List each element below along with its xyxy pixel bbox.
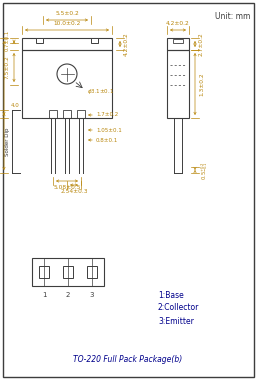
Bar	[167, 50, 189, 118]
Bar	[63, 266, 73, 278]
Text: 1:Base: 1:Base	[158, 290, 184, 299]
Text: 4.2±0.2: 4.2±0.2	[166, 21, 190, 26]
Text: 10.0±0.2: 10.0±0.2	[53, 21, 81, 26]
Text: 4.0: 4.0	[10, 103, 19, 108]
Bar	[22, 50, 112, 118]
Text: 2.7±0.2: 2.7±0.2	[199, 32, 204, 56]
Text: 1.7±0.2: 1.7±0.2	[96, 112, 118, 117]
Bar	[36, 38, 43, 43]
Text: 2: 2	[66, 292, 70, 298]
Text: 7.5±0.2: 7.5±0.2	[5, 55, 10, 79]
Text: 1.3±0.2: 1.3±0.2	[199, 72, 204, 96]
Text: Unit: mm: Unit: mm	[215, 12, 250, 21]
Text: 4.2±0.2: 4.2±0.2	[124, 32, 129, 56]
Text: 5.08±0.5: 5.08±0.5	[53, 185, 81, 190]
Text: Solder Dip: Solder Dip	[5, 127, 10, 156]
Bar	[32, 258, 104, 286]
Bar	[22, 38, 112, 50]
Bar	[39, 266, 49, 278]
Text: 1.05±0.1: 1.05±0.1	[96, 128, 122, 133]
Text: 1: 1	[42, 292, 46, 298]
Bar	[87, 266, 97, 278]
Bar	[77, 110, 85, 118]
Bar	[91, 38, 98, 43]
Text: TO-220 Full Pack Package(b): TO-220 Full Pack Package(b)	[74, 356, 183, 364]
Text: 2.54±0.3: 2.54±0.3	[60, 189, 88, 194]
Bar	[173, 39, 183, 43]
Text: 5.5±0.2: 5.5±0.2	[55, 11, 79, 16]
Text: 0.7±0.1: 0.7±0.1	[5, 30, 10, 51]
Bar	[49, 110, 57, 118]
Text: 0.8±0.1: 0.8±0.1	[96, 138, 118, 142]
Text: 3: 3	[90, 292, 94, 298]
Bar	[63, 110, 71, 118]
Text: 3:Emitter: 3:Emitter	[158, 317, 194, 326]
Text: 2:Collector: 2:Collector	[158, 304, 199, 312]
Text: 0.5$^{+0.2}_{-0.1}$: 0.5$^{+0.2}_{-0.1}$	[199, 160, 210, 179]
Bar	[167, 38, 189, 50]
Text: $\phi$3.1±0.1: $\phi$3.1±0.1	[87, 87, 114, 97]
